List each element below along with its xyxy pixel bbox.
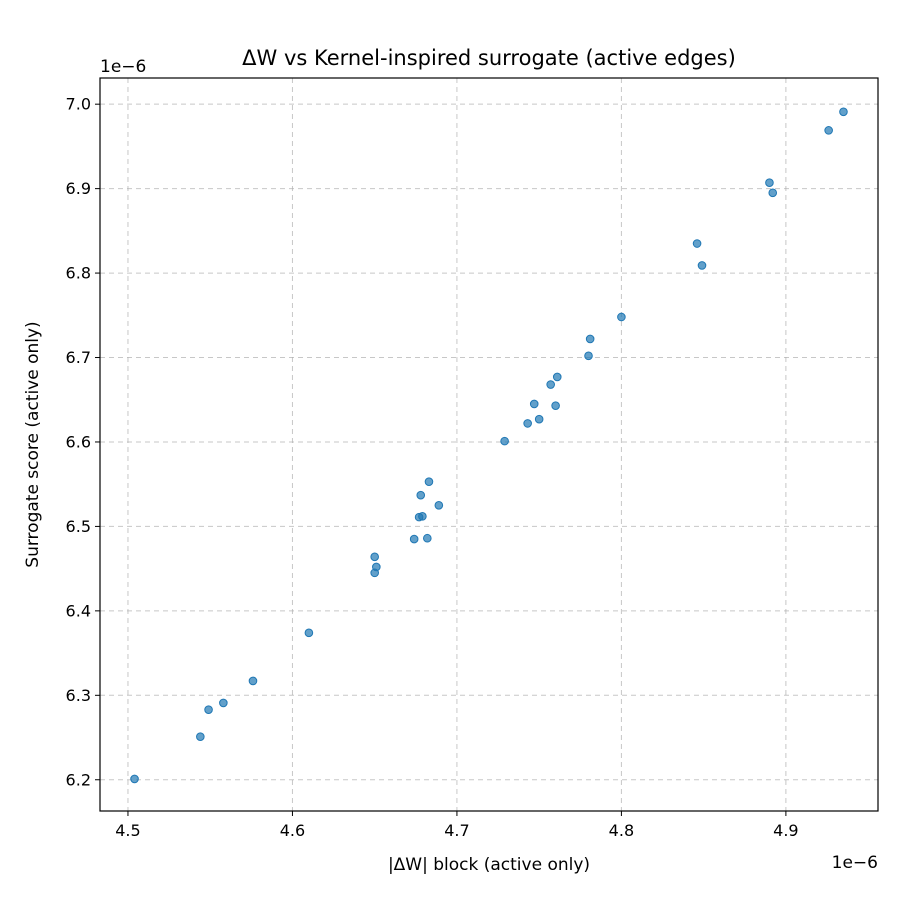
- y-tick-label: 7.0: [66, 95, 91, 114]
- y-tick-label: 6.3: [66, 686, 91, 705]
- y-offset-label: 1e−6: [100, 57, 146, 77]
- data-point: [424, 477, 434, 486]
- data-point: [370, 552, 379, 562]
- x-tick-label: 4.8: [609, 821, 634, 840]
- grid: [100, 78, 878, 811]
- data-point: [196, 732, 205, 741]
- x-axis-label: |ΔW| block (active only): [388, 855, 590, 875]
- data-point: [523, 419, 532, 428]
- y-tick-label: 6.5: [66, 517, 91, 536]
- data-point: [617, 312, 626, 322]
- y-tick-label: 6.4: [66, 601, 91, 620]
- y-tick-label: 6.7: [66, 348, 91, 367]
- data-point: [584, 351, 593, 361]
- data-point: [839, 107, 848, 117]
- y-tick-label: 6.8: [66, 264, 91, 283]
- data-point: [204, 705, 213, 714]
- data-point: [434, 501, 444, 510]
- data-point: [416, 490, 426, 500]
- data-point: [304, 628, 314, 638]
- data-point: [692, 239, 702, 248]
- data-point: [500, 436, 509, 446]
- data-point: [409, 534, 419, 544]
- data-point: [418, 511, 427, 521]
- y-tick-label: 6.9: [66, 179, 91, 198]
- x-offset-label: 1e−6: [832, 853, 878, 873]
- data-point: [697, 261, 707, 270]
- data-point: [585, 334, 595, 344]
- x-tick-label: 4.6: [280, 821, 305, 840]
- data-points: [130, 107, 848, 784]
- data-point: [423, 533, 432, 543]
- data-point: [551, 401, 560, 410]
- data-point: [765, 178, 774, 188]
- data-point: [130, 774, 139, 784]
- x-tick-label: 4.5: [115, 821, 140, 840]
- y-tick-label: 6.2: [66, 770, 91, 789]
- x-tick-label: 4.9: [773, 821, 798, 840]
- y-axis-label: Surrogate score (active only): [23, 321, 43, 567]
- data-point: [534, 414, 544, 424]
- plot-frame: [99, 77, 879, 812]
- data-point: [546, 380, 555, 389]
- data-point: [248, 676, 258, 686]
- data-point: [372, 562, 381, 572]
- data-point: [824, 126, 833, 135]
- x-tick-label: 4.7: [444, 821, 469, 840]
- y-tick-label: 6.6: [66, 432, 91, 451]
- data-point: [552, 372, 562, 382]
- axis-ticks: 4.5 4.6 4.7 4.8 4.9 6.2 6.3 6.4 6.5 6.6 6.7 6.8 6.9 7…: [66, 95, 799, 840]
- data-point: [219, 698, 228, 708]
- chart-title: ΔW vs Kernel-inspired surrogate (active …: [242, 46, 736, 70]
- data-point: [529, 399, 539, 409]
- data-point: [768, 188, 778, 198]
